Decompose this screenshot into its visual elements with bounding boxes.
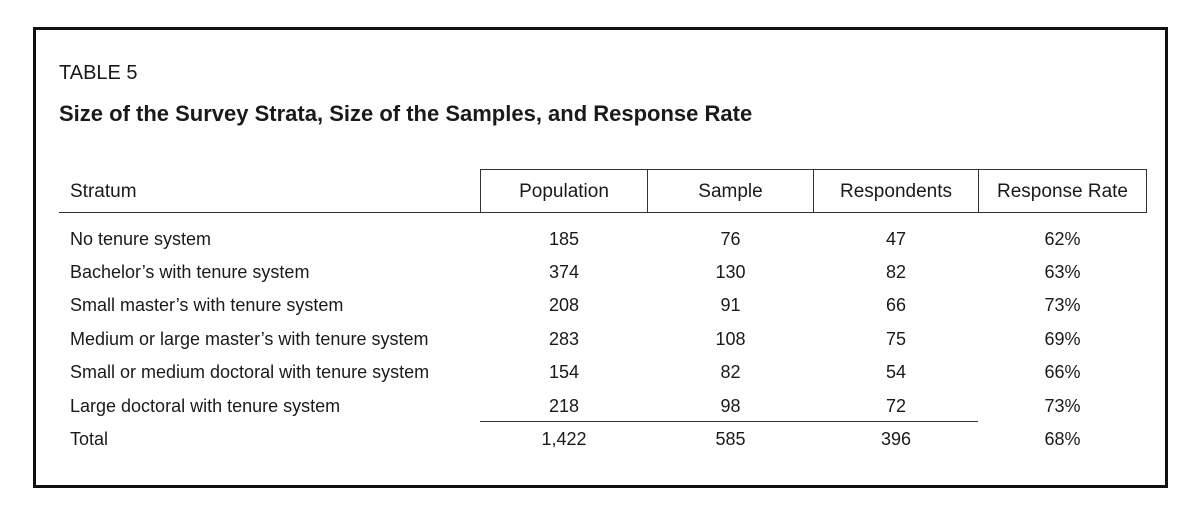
total-respondents: 396 [880,429,912,449]
row-sample: 91 [720,295,741,315]
header-rule [59,212,1147,213]
total-stratum: Total [70,429,109,449]
row-respondents: 66 [885,295,907,315]
row-response-rate: 69% [1044,329,1081,349]
row-response-rate: 63% [1044,262,1081,282]
total-population: 1,422 [541,429,587,449]
row-response-rate: 62% [1044,229,1081,249]
row-population: 374 [548,262,580,282]
row-population: 185 [548,229,580,249]
header-stratum: Stratum [70,181,137,202]
row-response-rate: 73% [1044,396,1081,416]
row-respondents: 72 [885,396,907,416]
header-population: Population [480,169,648,213]
row-stratum: Medium or large master’s with tenure sys… [70,329,429,349]
table-label: TABLE 5 [59,62,138,84]
row-respondents: 82 [885,262,907,282]
row-sample: 76 [720,229,741,249]
total-rule [480,421,978,422]
row-respondents: 54 [885,362,907,382]
row-sample: 98 [720,396,741,416]
row-response-rate: 66% [1044,362,1081,382]
row-stratum: Large doctoral with tenure system [70,396,341,416]
row-sample: 108 [715,329,746,349]
header-response-rate: Response Rate [978,169,1147,213]
header-respondents: Respondents [813,169,979,213]
row-population: 283 [548,329,580,349]
total-sample: 585 [715,429,746,449]
row-respondents: 47 [885,229,907,249]
row-population: 218 [548,396,580,416]
row-response-rate: 73% [1044,295,1081,315]
row-sample: 130 [715,262,746,282]
row-sample: 82 [720,362,741,382]
row-stratum: Small or medium doctoral with tenure sys… [70,362,430,382]
table-title: Size of the Survey Strata, Size of the S… [59,101,753,126]
total-response-rate: 68% [1044,429,1081,449]
table-frame [33,27,1168,488]
row-stratum: Small master’s with tenure system [70,295,344,315]
row-stratum: Bachelor’s with tenure system [70,262,310,282]
row-respondents: 75 [885,329,907,349]
row-population: 154 [548,362,580,382]
row-stratum: No tenure system [70,229,212,249]
header-sample: Sample [647,169,814,213]
row-population: 208 [548,295,580,315]
